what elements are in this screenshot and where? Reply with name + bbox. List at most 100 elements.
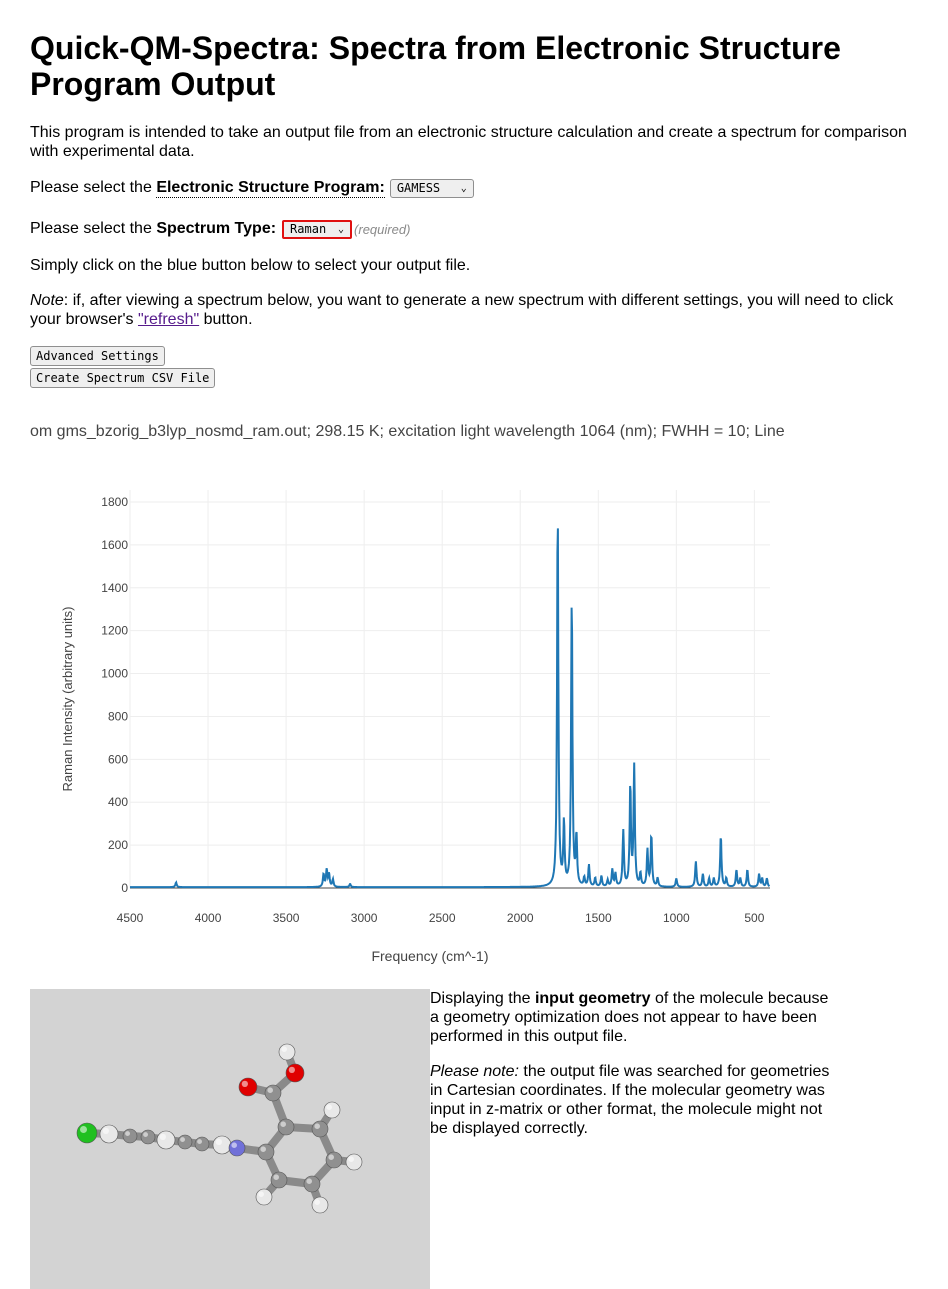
y-tick-label: 1600	[101, 538, 128, 552]
tick-labels: 4500 4000 3500 3000 2500 2000 1500 1000 500 0 200 4…	[101, 495, 764, 925]
chevron-down-icon: ⌄	[460, 182, 467, 194]
atom	[99, 1124, 119, 1144]
atom	[177, 1134, 193, 1150]
spectrum-select-row: Please select the Spectrum Type: Raman ⌄…	[30, 218, 410, 240]
atom-highlight	[314, 1123, 321, 1129]
intro-text: This program is intended to take an outp…	[30, 124, 907, 160]
page-title: Quick-QM-Spectra: Spectra from Electroni…	[30, 30, 841, 102]
atom-highlight	[328, 1154, 335, 1160]
y-tick-label: 1800	[101, 495, 128, 509]
atom	[140, 1129, 156, 1145]
x-tick-label: 500	[744, 911, 764, 925]
atom	[156, 1130, 176, 1150]
geometry-info: Displaying the input geometry of the mol…	[430, 989, 832, 1154]
geometry-note-body: the output file was searched for geometr…	[430, 1063, 830, 1137]
refresh-link[interactable]: "refresh"	[137, 311, 200, 328]
atom	[257, 1143, 275, 1161]
atom	[212, 1135, 232, 1155]
atom	[325, 1151, 343, 1169]
x-axis-label: Frequency (cm^-1)	[371, 948, 488, 964]
y-tick-label: 200	[108, 838, 128, 852]
atom-highlight	[197, 1139, 202, 1144]
atom-highlight	[159, 1133, 167, 1140]
geometry-type: input geometry	[534, 990, 651, 1007]
spectrum-line	[130, 528, 771, 889]
program-select-row: Please select the Electronic Structure P…	[30, 177, 474, 199]
atom	[303, 1175, 321, 1193]
atom-highlight	[348, 1156, 355, 1162]
geometry-info-text: Displaying the input geometry of the mol…	[430, 989, 832, 1046]
x-tick-label: 1500	[585, 911, 612, 925]
spectrum-plot[interactable]: 4500 4000 3500 3000 2500 2000 1500 1000 500 0 200 4…	[50, 470, 810, 970]
note-end: button.	[199, 311, 253, 328]
x-tick-label: 4500	[117, 911, 144, 925]
atom-highlight	[260, 1146, 266, 1152]
y-tick-label: 400	[108, 795, 128, 809]
atom	[76, 1122, 98, 1144]
grid	[129, 490, 770, 889]
atom	[194, 1136, 210, 1152]
atom	[311, 1120, 329, 1138]
molecule-atoms	[76, 1043, 363, 1214]
y-tick-label: 1400	[101, 581, 128, 595]
y-tick-label: 800	[108, 709, 128, 723]
required-hint: (required)	[354, 221, 411, 237]
atom-highlight	[102, 1127, 109, 1134]
atom-highlight	[280, 1121, 286, 1127]
molecule-3d-view[interactable]	[30, 989, 430, 1289]
atom-highlight	[215, 1138, 223, 1145]
molecule-viewer[interactable]	[30, 989, 430, 1289]
atom	[311, 1196, 329, 1214]
geometry-note-label: Please note:	[430, 1063, 519, 1080]
atom-highlight	[281, 1046, 287, 1052]
instruction-text: Simply click on the blue button below to…	[30, 257, 471, 274]
spectrum-type-select[interactable]: Raman ⌄	[282, 219, 353, 239]
atom-highlight	[80, 1126, 87, 1133]
atom	[285, 1063, 305, 1083]
atom	[323, 1101, 341, 1119]
note-body: : if, after viewing a spectrum below, yo…	[30, 292, 894, 328]
y-tick-label: 1000	[101, 667, 128, 681]
atom-highlight	[326, 1104, 333, 1110]
atom	[264, 1084, 282, 1102]
x-tick-label: 3500	[273, 911, 300, 925]
raman-spectrum-chart[interactable]: 4500 4000 3500 3000 2500 2000 1500 1000 500 0 200 4…	[50, 470, 810, 970]
note-text: Note: if, after viewing a spectrum below…	[30, 291, 920, 329]
atom-highlight	[125, 1131, 130, 1136]
program-select-value: GAMESS	[396, 181, 441, 195]
geometry-info-prefix: Displaying the	[430, 990, 535, 1007]
spectrum-select-label: Spectrum Type:	[156, 220, 277, 237]
atom-highlight	[314, 1199, 321, 1205]
y-tick-label: 0	[121, 881, 128, 895]
x-tick-label: 3000	[351, 911, 378, 925]
geometry-info-body: of the molecule because a geometry optim…	[430, 990, 829, 1045]
x-tick-label: 2000	[507, 911, 534, 925]
program-select-prefix: Please select the	[30, 179, 152, 196]
page: Quick-QM-Spectra: Spectra from Electroni…	[30, 0, 920, 1289]
atom-highlight	[241, 1080, 249, 1087]
atom	[270, 1171, 288, 1189]
advanced-settings-button[interactable]: Advanced Settings	[30, 346, 165, 366]
atom	[228, 1139, 246, 1157]
atom	[255, 1188, 273, 1206]
atom	[238, 1077, 258, 1097]
note-label: Note	[30, 292, 64, 309]
x-tick-label: 2500	[429, 911, 456, 925]
atom-highlight	[258, 1191, 264, 1197]
spectrum-type-value: Raman	[290, 222, 327, 236]
atom-highlight	[306, 1178, 313, 1184]
y-tick-label: 1200	[101, 624, 128, 638]
atom	[122, 1128, 138, 1144]
create-csv-button[interactable]: Create Spectrum CSV File	[30, 368, 216, 388]
atom-highlight	[180, 1137, 185, 1142]
chevron-down-icon: ⌄	[338, 223, 345, 235]
atom	[278, 1043, 296, 1061]
atom	[345, 1153, 363, 1171]
program-select-label: Electronic Structure Program:	[156, 178, 385, 198]
file-info-marquee: om gms_bzorig_b3lyp_nosmd_ram.out; 298.1…	[30, 423, 785, 440]
spectrum-select-prefix: Please select the	[30, 220, 152, 237]
program-select[interactable]: GAMESS ⌄	[389, 178, 474, 198]
atom-highlight	[267, 1087, 273, 1093]
x-tick-label: 1000	[663, 911, 690, 925]
atom-highlight	[231, 1142, 237, 1148]
